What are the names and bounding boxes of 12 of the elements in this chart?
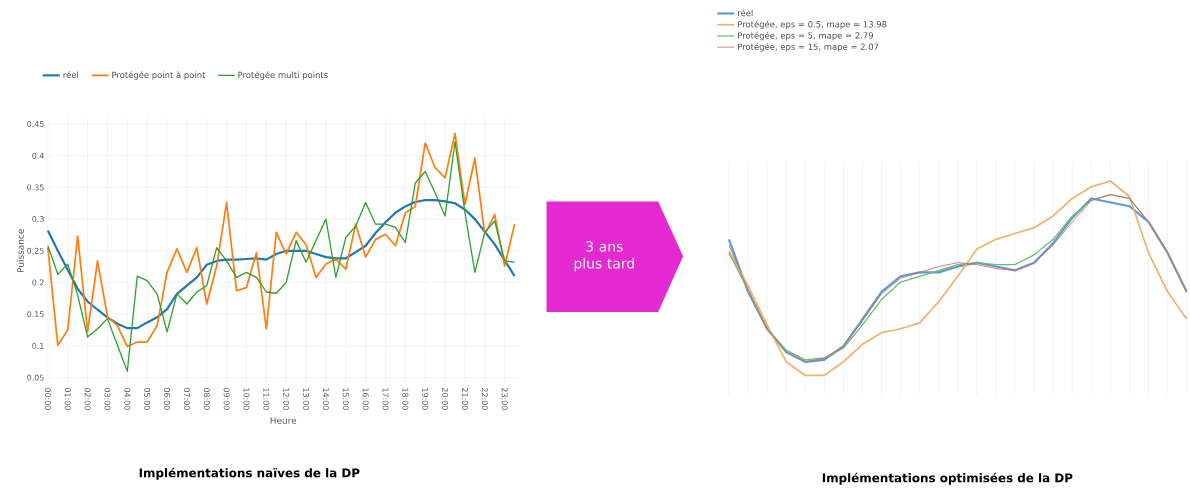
- legend-label: Protégée, eps = 15, mape = 2.07: [738, 43, 879, 52]
- legend-label: réel: [738, 9, 753, 17]
- legend-label: Protégée, eps = 5, mape = 2.79: [738, 32, 874, 41]
- legend-label: Protégée, eps = 0.5, mape = 13.98: [738, 20, 887, 30]
- legend-label: Protégée point à point: [112, 71, 206, 80]
- x-axis-title: Heure: [270, 417, 297, 424]
- text: Implémentations naïves de la DP: [139, 467, 360, 480]
- legend-label: Protégée multi points: [238, 71, 328, 80]
- legend-label: réel: [63, 71, 79, 79]
- text: Implémentations optimisées de la DP: [822, 472, 1073, 485]
- y-axis-title: Puissance: [16, 229, 24, 273]
- text: 3 ans plus tard: [574, 241, 634, 272]
